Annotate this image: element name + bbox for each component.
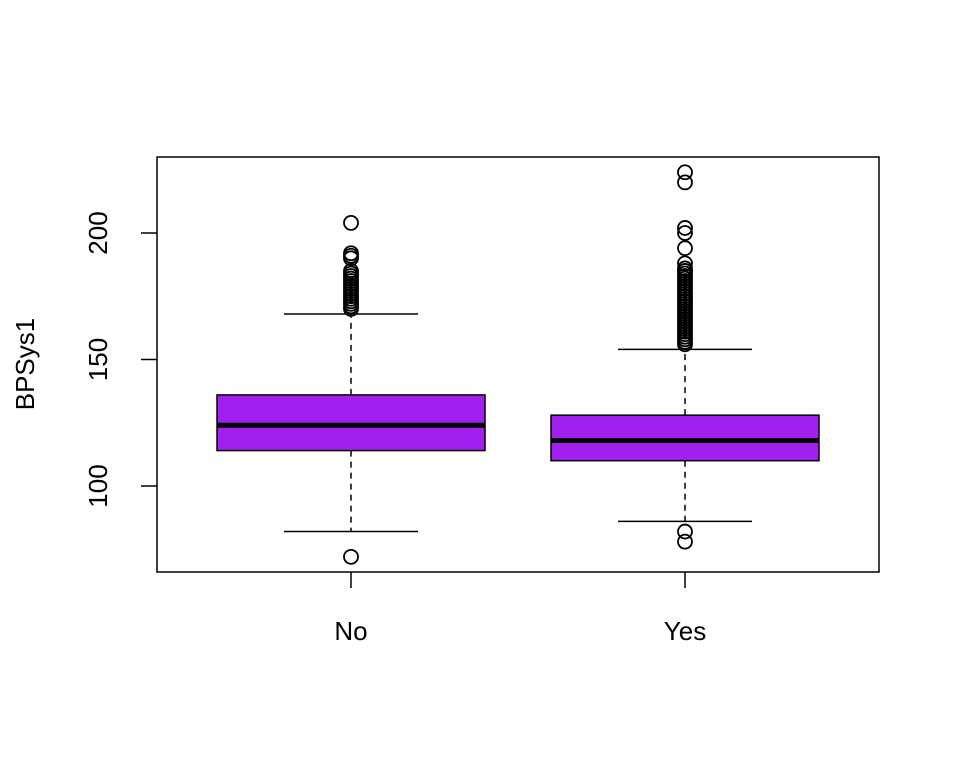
box-group-yes: [550, 164, 820, 550]
y-axis-label: BPSys1: [10, 318, 40, 411]
x-tick-label: No: [334, 616, 367, 646]
outlier-point: [677, 220, 693, 236]
x-tick-label: Yes: [664, 616, 706, 646]
outlier-point: [677, 240, 693, 257]
plot-frame: [156, 156, 880, 573]
outlier-point: [343, 548, 359, 565]
outlier-point: [343, 263, 359, 279]
y-tick-label: 150: [83, 338, 113, 381]
outlier-point: [677, 174, 693, 191]
y-tick-label: 100: [83, 464, 113, 507]
y-tick-label: 200: [83, 211, 113, 254]
box: [216, 394, 486, 452]
box-group-no: [216, 214, 486, 565]
plot-area: [216, 164, 820, 565]
outlier-point: [677, 533, 693, 550]
outlier-point: [677, 225, 693, 241]
outlier-point: [677, 164, 693, 181]
box: [550, 414, 820, 462]
outlier-point: [343, 214, 359, 231]
outlier-point: [343, 245, 359, 262]
outlier-point: [677, 255, 693, 272]
outlier-point: [677, 523, 693, 540]
outlier-point: [677, 260, 693, 277]
axes: No Yes 100 150 200: [83, 211, 706, 646]
